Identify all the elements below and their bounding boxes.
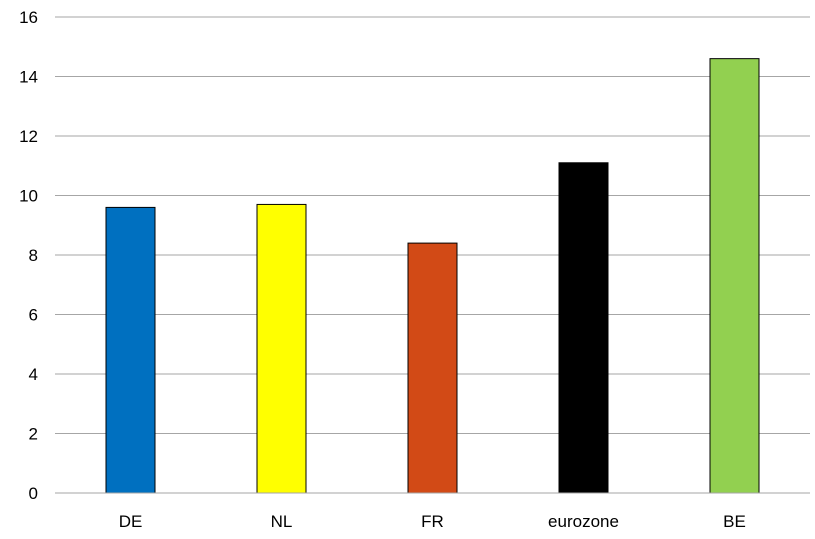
y-tick-label-4: 4 — [29, 365, 38, 384]
y-tick-label-2: 2 — [29, 425, 38, 444]
x-axis-tick-labels: DE NL FR eurozone BE — [119, 512, 746, 531]
x-tick-label-BE: BE — [723, 512, 746, 531]
bar-eurozone — [558, 162, 609, 494]
x-tick-label-NL: NL — [271, 512, 293, 531]
y-axis-tick-labels: 0 2 4 6 8 10 12 14 16 — [19, 8, 38, 503]
bar-DE — [105, 206, 156, 494]
bars — [105, 58, 760, 494]
bar-NL — [256, 203, 307, 494]
bar-FR — [407, 242, 458, 494]
y-tick-label-14: 14 — [19, 68, 38, 87]
y-tick-label-12: 12 — [19, 127, 38, 146]
x-tick-label-eurozone: eurozone — [548, 512, 619, 531]
y-tick-label-10: 10 — [19, 187, 38, 206]
y-tick-label-0: 0 — [29, 484, 38, 503]
bar-BE — [709, 58, 760, 494]
y-tick-label-16: 16 — [19, 8, 38, 27]
y-tick-label-6: 6 — [29, 306, 38, 325]
y-tick-label-8: 8 — [29, 246, 38, 265]
x-tick-label-DE: DE — [119, 512, 143, 531]
x-tick-label-FR: FR — [421, 512, 444, 531]
